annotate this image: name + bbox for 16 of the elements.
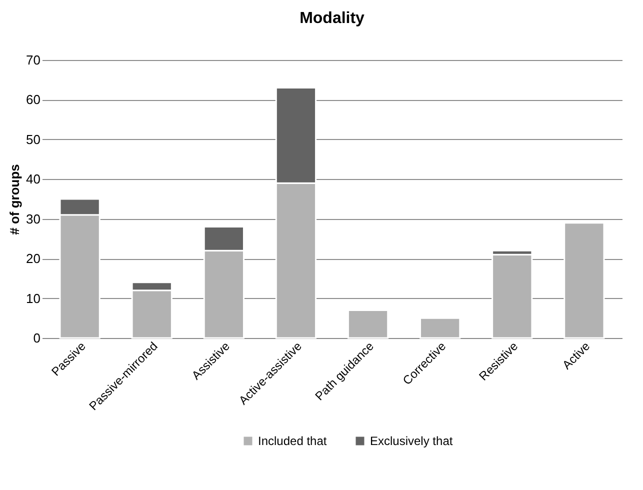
y-tick-label: 60 bbox=[26, 92, 40, 108]
y-tick-label: 30 bbox=[26, 211, 40, 226]
y-axis-title: # of groups bbox=[7, 164, 22, 235]
bar bbox=[347, 309, 389, 339]
y-tick-label: 20 bbox=[26, 251, 40, 266]
y-tick-label: 50 bbox=[26, 132, 40, 147]
bar bbox=[492, 254, 533, 339]
y-tick-label: 40 bbox=[26, 172, 40, 187]
y-tick-label: 0 bbox=[33, 330, 40, 346]
legend-label: Exclusively that bbox=[370, 434, 454, 448]
legend-label: Included that bbox=[258, 434, 328, 448]
bar bbox=[564, 222, 605, 339]
y-tick-label: 70 bbox=[26, 52, 40, 68]
bar bbox=[420, 317, 461, 339]
chart-title: Modality bbox=[300, 10, 365, 27]
y-tick-label: 10 bbox=[26, 290, 40, 306]
